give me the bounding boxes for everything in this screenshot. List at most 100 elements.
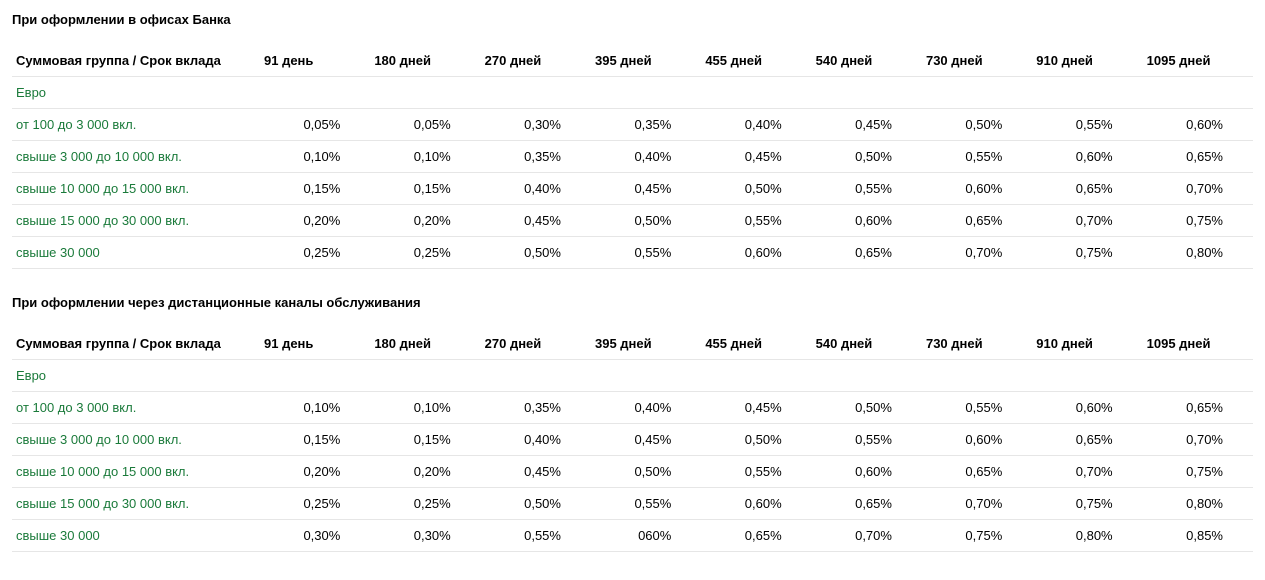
- rate-cell: 0,45%: [591, 173, 701, 205]
- rate-cell: 0,70%: [1032, 456, 1142, 488]
- rate-cell: 0,60%: [812, 205, 922, 237]
- rate-cell: 0,45%: [701, 392, 811, 424]
- rate-cell: 0,65%: [812, 237, 922, 269]
- rate-cell: 0,60%: [701, 237, 811, 269]
- rate-cell: 0,40%: [481, 173, 591, 205]
- rate-cell: 0,50%: [701, 173, 811, 205]
- group-label: от 100 до 3 000 вкл.: [12, 109, 260, 141]
- column-header-period: 395 дней: [591, 328, 701, 360]
- rate-cell: 0,55%: [701, 205, 811, 237]
- rate-cell: 0,55%: [481, 520, 591, 552]
- column-header-period: 1095 дней: [1143, 328, 1253, 360]
- group-label: свыше 10 000 до 15 000 вкл.: [12, 456, 260, 488]
- rate-cell: 0,30%: [260, 520, 370, 552]
- rates-table: Суммовая группа / Срок вклада91 день180 …: [12, 328, 1253, 552]
- rate-cell: 0,65%: [1143, 141, 1253, 173]
- rates-page: При оформлении в офисах Банка Суммовая гр…: [12, 12, 1253, 552]
- group-label: свыше 3 000 до 10 000 вкл.: [12, 141, 260, 173]
- rate-cell: 0,60%: [1032, 392, 1142, 424]
- rate-cell: 0,55%: [812, 424, 922, 456]
- rate-cell: 0,55%: [922, 392, 1032, 424]
- rate-cell: 0,10%: [260, 141, 370, 173]
- table-row: свыше 10 000 до 15 000 вкл.0,20%0,20%0,4…: [12, 456, 1253, 488]
- rate-cell: 0,65%: [922, 205, 1032, 237]
- rate-cell: 0,15%: [370, 173, 480, 205]
- rate-cell: 0,75%: [1032, 488, 1142, 520]
- table-row: свыше 15 000 до 30 000 вкл.0,20%0,20%0,4…: [12, 205, 1253, 237]
- rate-cell: 0,45%: [481, 205, 591, 237]
- column-header-period: 180 дней: [370, 45, 480, 77]
- rate-cell: 0,65%: [701, 520, 811, 552]
- rate-cell: 0,70%: [1143, 424, 1253, 456]
- rate-cell: 0,10%: [370, 392, 480, 424]
- rate-cell: 0,35%: [591, 109, 701, 141]
- rate-cell: 0,50%: [701, 424, 811, 456]
- rate-cell: 0,15%: [260, 424, 370, 456]
- group-label: свыше 30 000: [12, 520, 260, 552]
- group-label: от 100 до 3 000 вкл.: [12, 392, 260, 424]
- rate-cell: 0,15%: [370, 424, 480, 456]
- rate-cell: 0,40%: [701, 109, 811, 141]
- rate-cell: 0,60%: [812, 456, 922, 488]
- currency-label: Евро: [12, 77, 1253, 109]
- rates-table: Суммовая группа / Срок вклада91 день180 …: [12, 45, 1253, 269]
- rate-cell: 0,65%: [1032, 424, 1142, 456]
- group-label: свыше 15 000 до 30 000 вкл.: [12, 205, 260, 237]
- rate-cell: 0,20%: [370, 205, 480, 237]
- rate-cell: 0,55%: [591, 237, 701, 269]
- group-label: свыше 15 000 до 30 000 вкл.: [12, 488, 260, 520]
- rate-cell: 0,55%: [701, 456, 811, 488]
- rate-cell: 0,75%: [922, 520, 1032, 552]
- rate-cell: 0,50%: [812, 392, 922, 424]
- rate-cell: 0,40%: [481, 424, 591, 456]
- group-label: свыше 10 000 до 15 000 вкл.: [12, 173, 260, 205]
- rate-cell: 0,45%: [812, 109, 922, 141]
- rate-cell: 0,20%: [260, 205, 370, 237]
- column-header-period: 91 день: [260, 328, 370, 360]
- rate-cell: 060%: [591, 520, 701, 552]
- rate-cell: 0,70%: [1032, 205, 1142, 237]
- table-row: свыше 15 000 до 30 000 вкл.0,25%0,25%0,5…: [12, 488, 1253, 520]
- rate-cell: 0,20%: [370, 456, 480, 488]
- rate-cell: 0,50%: [812, 141, 922, 173]
- rate-cell: 0,65%: [1143, 392, 1253, 424]
- column-header-period: 455 дней: [701, 328, 811, 360]
- group-label: свыше 3 000 до 10 000 вкл.: [12, 424, 260, 456]
- rate-cell: 0,60%: [922, 424, 1032, 456]
- rate-cell: 0,80%: [1143, 237, 1253, 269]
- rate-cell: 0,10%: [260, 392, 370, 424]
- rate-cell: 0,25%: [260, 488, 370, 520]
- rate-cell: 0,50%: [481, 237, 591, 269]
- currency-label: Евро: [12, 360, 1253, 392]
- rate-cell: 0,60%: [701, 488, 811, 520]
- rate-cell: 0,75%: [1143, 456, 1253, 488]
- rate-cell: 0,80%: [1032, 520, 1142, 552]
- rate-cell: 0,80%: [1143, 488, 1253, 520]
- rate-cell: 0,45%: [591, 424, 701, 456]
- column-header-period: 910 дней: [1032, 328, 1142, 360]
- column-header-period: 540 дней: [812, 45, 922, 77]
- rate-cell: 0,35%: [481, 141, 591, 173]
- column-header-period: 730 дней: [922, 45, 1032, 77]
- column-header-period: 1095 дней: [1143, 45, 1253, 77]
- table-row: от 100 до 3 000 вкл.0,05%0,05%0,30%0,35%…: [12, 109, 1253, 141]
- rate-cell: 0,30%: [481, 109, 591, 141]
- rate-cell: 0,30%: [370, 520, 480, 552]
- rate-cell: 0,55%: [922, 141, 1032, 173]
- column-header-period: 180 дней: [370, 328, 480, 360]
- rate-cell: 0,50%: [591, 205, 701, 237]
- rate-cell: 0,50%: [591, 456, 701, 488]
- table-row: свыше 30 0000,25%0,25%0,50%0,55%0,60%0,6…: [12, 237, 1253, 269]
- column-header-group: Суммовая группа / Срок вклада: [12, 45, 260, 77]
- section-title: При оформлении в офисах Банка: [12, 12, 1253, 27]
- rate-cell: 0,60%: [922, 173, 1032, 205]
- column-header-group: Суммовая группа / Срок вклада: [12, 328, 260, 360]
- rate-cell: 0,25%: [260, 237, 370, 269]
- rate-cell: 0,55%: [1032, 109, 1142, 141]
- rate-cell: 0,40%: [591, 141, 701, 173]
- rate-cell: 0,50%: [922, 109, 1032, 141]
- column-header-period: 270 дней: [481, 45, 591, 77]
- column-header-period: 91 день: [260, 45, 370, 77]
- rate-cell: 0,35%: [481, 392, 591, 424]
- rate-cell: 0,25%: [370, 237, 480, 269]
